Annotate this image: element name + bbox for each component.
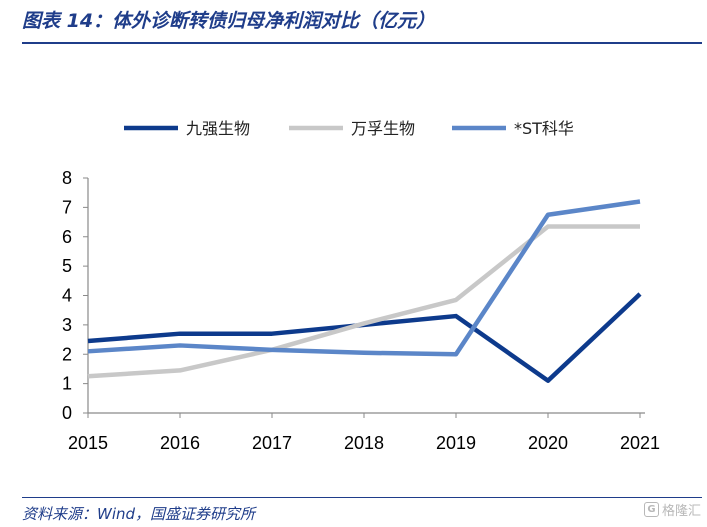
x-tick-label: 2019: [436, 433, 476, 453]
series-line-0: [87, 292, 642, 383]
series-line-1: [87, 224, 640, 379]
y-tick-label: 4: [62, 286, 72, 306]
legend-label: 九强生物: [186, 119, 250, 138]
y-tick-label: 2: [62, 344, 72, 364]
y-tick-label: 3: [62, 315, 72, 335]
x-tick-label: 2020: [528, 433, 568, 453]
legend-label: *ST科华: [514, 119, 574, 138]
figure-title: 图表 14：体外诊断转债归母净利润对比（亿元）: [22, 10, 436, 32]
watermark-text: 格隆汇: [661, 504, 701, 519]
source-note: 资料来源：Wind，国盛证券研究所: [22, 505, 256, 523]
watermark-logo-icon: G: [643, 502, 659, 517]
x-tick-label: 2016: [160, 433, 200, 453]
x-tick-label: 2017: [252, 433, 292, 453]
y-tick-label: 7: [62, 197, 72, 217]
x-tick-label: 2018: [344, 433, 384, 453]
legend-label: 万孚生物: [351, 119, 415, 138]
x-tick-label: 2021: [620, 433, 660, 453]
y-axis: 0 1 2 3 4 5 6 7 8: [62, 168, 89, 423]
y-tick-label: 5: [62, 256, 72, 276]
y-tick-label: 0: [62, 403, 72, 423]
y-tick-label: 6: [62, 227, 72, 247]
title-divider: [22, 42, 702, 44]
x-axis: 2015 2016 2017 2018 2019 2020 2021: [68, 412, 660, 453]
legend: 九强生物 万孚生物 *ST科华: [124, 119, 574, 138]
y-tick-label: 8: [62, 168, 72, 188]
footer-divider: [22, 497, 702, 498]
x-tick-label: 2015: [68, 433, 108, 453]
series-line-2: [87, 199, 641, 357]
watermark: G 格隆汇: [643, 500, 701, 519]
y-tick-label: 1: [62, 374, 72, 394]
series-lines: [87, 199, 642, 383]
